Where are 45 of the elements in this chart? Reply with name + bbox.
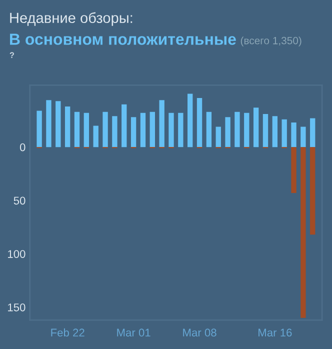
- y-tick-label: 0: [20, 143, 26, 152]
- bar: [56, 101, 61, 148]
- bar: [130, 117, 136, 148]
- bar: [159, 100, 164, 148]
- bar: [244, 112, 250, 148]
- bar: [300, 126, 306, 148]
- chart-title: Недавние обзоры:: [10, 12, 132, 26]
- bar: [178, 112, 184, 148]
- x-tick-label: Feb 22: [51, 328, 84, 337]
- bar: [64, 106, 70, 148]
- bar: [234, 112, 240, 148]
- bar: [188, 94, 193, 148]
- x-tick-label: Mar 01: [117, 328, 150, 337]
- bar: [282, 119, 287, 148]
- y-tick-label: 50: [14, 196, 26, 205]
- bar: [310, 118, 316, 148]
- bar: [300, 147, 306, 318]
- bar: [112, 116, 118, 148]
- x-tick-label: Mar 08: [183, 328, 216, 337]
- bar: [46, 100, 52, 148]
- bar: [253, 108, 259, 148]
- bar: [150, 112, 155, 148]
- bar: [216, 126, 221, 148]
- bar: [74, 112, 80, 148]
- bar: [102, 112, 108, 148]
- bar: [196, 98, 202, 148]
- bar: [310, 147, 316, 235]
- bar: [93, 126, 98, 148]
- bar: [206, 112, 212, 148]
- x-tick-label: Mar 16: [258, 328, 292, 337]
- bar: [225, 117, 230, 148]
- bar: [291, 122, 296, 148]
- bar: [168, 112, 174, 148]
- bar: [122, 104, 127, 148]
- text: (всего 1,350): [240, 36, 302, 46]
- y-tick-label: 150: [8, 303, 26, 312]
- bar: [36, 110, 42, 148]
- text: ?: [10, 52, 14, 58]
- bar: [140, 112, 146, 148]
- bar: [272, 116, 278, 148]
- bar: [291, 147, 296, 193]
- y-tick-label: 100: [8, 250, 26, 258]
- chart-subtitle: В основном положительные: [10, 34, 236, 45]
- bar: [262, 114, 268, 148]
- bar: [84, 112, 90, 148]
